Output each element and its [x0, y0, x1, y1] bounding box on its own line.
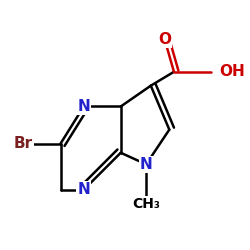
Text: OH: OH	[219, 64, 245, 79]
Text: N: N	[140, 157, 152, 172]
Text: O: O	[158, 32, 171, 47]
Text: Br: Br	[14, 136, 33, 151]
Text: N: N	[77, 182, 90, 197]
Text: N: N	[77, 99, 90, 114]
Text: CH₃: CH₃	[132, 197, 160, 211]
